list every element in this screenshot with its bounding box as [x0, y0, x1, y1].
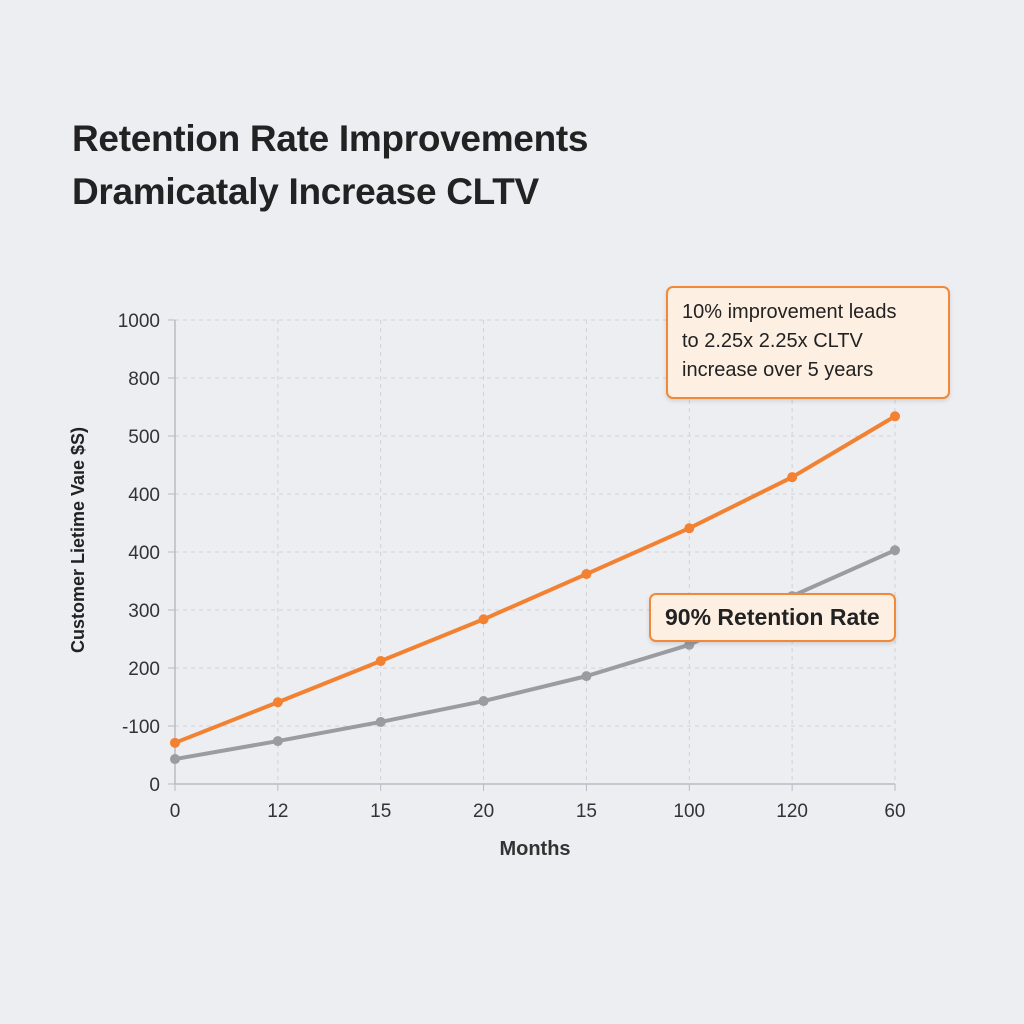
- x-tick-label: 15: [370, 801, 391, 822]
- y-tick-label: 300: [128, 601, 160, 622]
- annotation-line: 10% improvement leads: [682, 301, 897, 323]
- x-axis-label: Months: [499, 838, 570, 860]
- y-tick-label: -100: [122, 717, 160, 738]
- y-tick-label: 1000: [118, 311, 160, 332]
- data-point: [272, 697, 283, 708]
- data-point: [581, 569, 592, 580]
- data-point: [581, 671, 592, 682]
- data-point: [478, 614, 489, 625]
- data-point: [684, 639, 695, 650]
- y-tick-label: 800: [128, 369, 160, 390]
- y-tick-label: 400: [128, 485, 160, 506]
- data-point: [170, 754, 180, 765]
- y-tick-label: 400: [128, 543, 160, 564]
- data-point: [375, 716, 386, 727]
- x-tick-label: 100: [673, 801, 705, 822]
- data-point: [272, 736, 283, 747]
- series-line: [174, 548, 896, 762]
- x-tick-label: 120: [776, 801, 808, 822]
- data-point: [170, 737, 180, 748]
- series-line: [174, 414, 897, 745]
- data-point: [375, 656, 386, 667]
- annotation-line: increase over 5 years: [682, 359, 874, 381]
- x-tick-label: 12: [267, 801, 288, 822]
- x-tick-label: 20: [473, 801, 494, 822]
- y-tick-label: 200: [128, 659, 160, 680]
- annotation-line: to 2.25x 2.25x CLTV: [682, 330, 863, 352]
- chart-title-line: Dramicataly Increase CLTV: [72, 171, 539, 212]
- y-axis-label: Customer Lietime Vaıe $S): [68, 427, 88, 653]
- x-tick-label: 60: [884, 801, 905, 822]
- data-point: [890, 545, 900, 556]
- data-point: [478, 696, 489, 707]
- x-tick-label: 0: [170, 801, 181, 822]
- data-point: [787, 472, 798, 483]
- chart-title-line: Retention Rate Improvements: [72, 118, 589, 159]
- annotation-improvement: 10% improvement leads to 2.25x 2.25x CLT…: [666, 286, 950, 399]
- data-point: [890, 411, 900, 422]
- x-tick-label: 15: [576, 801, 597, 822]
- y-tick-label: 0: [149, 775, 160, 796]
- annotation-retention-rate: 90% Retention Rate: [649, 593, 896, 642]
- y-tick-label: 500: [128, 427, 160, 448]
- data-point: [684, 523, 695, 534]
- chart-title: Retention Rate Improvements Dramicataly …: [72, 112, 588, 218]
